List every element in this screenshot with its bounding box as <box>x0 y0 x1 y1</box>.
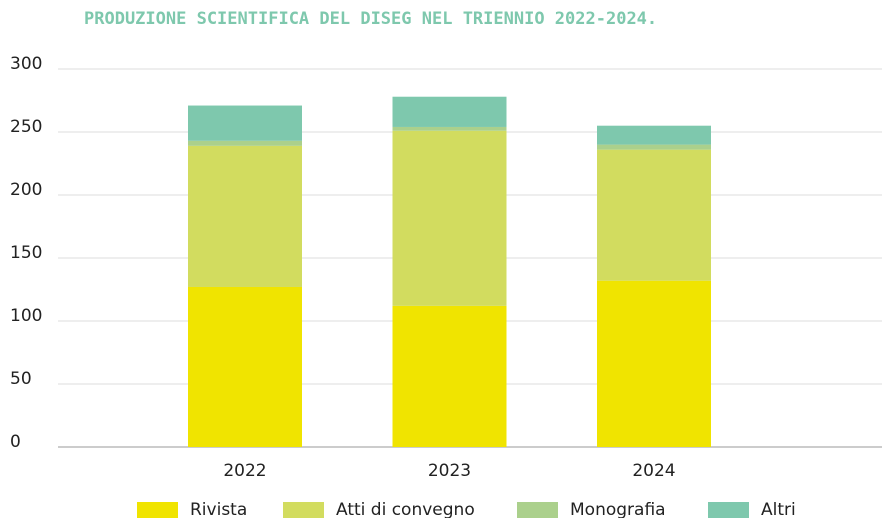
bar-segment <box>188 140 302 146</box>
legend-swatch <box>137 502 178 518</box>
x-tick-label: 2022 <box>223 461 266 481</box>
y-tick-label: 300 <box>10 54 42 74</box>
y-tick-label: 200 <box>10 180 42 200</box>
y-tick-label: 100 <box>10 306 42 326</box>
legend-swatch <box>708 502 749 518</box>
bar-segment <box>188 145 302 287</box>
legend-swatch <box>283 502 324 518</box>
legend-label: Rivista <box>190 500 247 518</box>
legend-label: Monografia <box>570 500 666 518</box>
bar-segment <box>597 125 711 145</box>
bar-segment <box>597 149 711 281</box>
y-tick-label: 150 <box>10 243 42 263</box>
x-tick-label: 2024 <box>632 461 675 481</box>
bar-segment <box>392 96 507 127</box>
bar-segment <box>392 126 507 131</box>
legend-label: Atti di convegno <box>336 500 475 518</box>
bar-segment <box>188 286 302 447</box>
chart-title: PRODUZIONE SCIENTIFICA DEL DISEG NEL TRI… <box>84 9 657 29</box>
bar-segment <box>392 130 507 306</box>
y-tick-label: 250 <box>10 117 42 137</box>
legend-swatch <box>517 502 558 518</box>
legend-label: Altri <box>761 500 796 518</box>
bar-segment <box>392 305 507 447</box>
y-tick-label: 50 <box>10 369 32 389</box>
y-tick-label: 0 <box>10 432 21 452</box>
bar-segment <box>597 280 711 447</box>
x-tick-label: 2023 <box>428 461 471 481</box>
bar-segment <box>597 144 711 150</box>
bar-segment <box>188 105 302 141</box>
